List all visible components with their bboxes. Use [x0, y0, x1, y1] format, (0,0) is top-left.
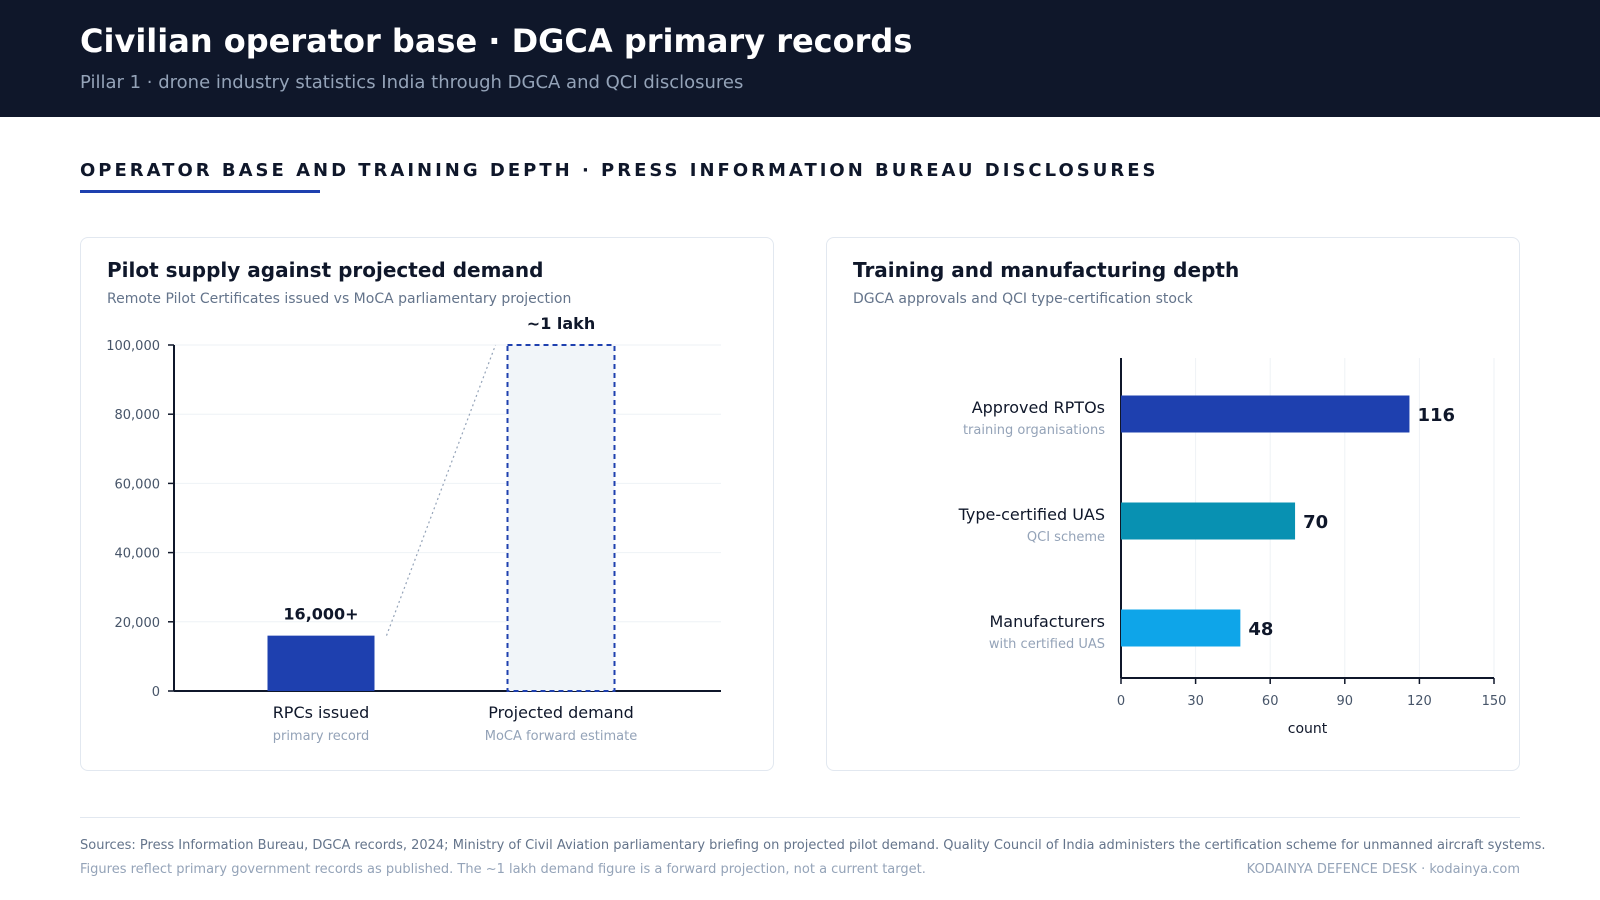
bar-manufacturers — [1121, 609, 1241, 647]
page-subtitle: Pillar 1 · drone industry statistics Ind… — [80, 72, 744, 93]
x-axis-label: count — [1288, 721, 1328, 737]
x-tick-note: primary record — [273, 729, 370, 744]
y-tick-note: QCI scheme — [1027, 530, 1105, 545]
data-label-type-certified-uas: 70 — [1303, 512, 1328, 533]
training-depth-chart: 0 30 60 90 120 150 count 116 Approved RPTOs train… — [958, 358, 1507, 737]
page-header: Civilian operator base · DGCA primary re… — [0, 0, 1600, 117]
pilot-supply-card: Pilot supply against projected demand Re… — [80, 237, 774, 771]
page-title: Civilian operator base · DGCA primary re… — [80, 22, 913, 60]
bar-approved-rptos — [1121, 395, 1410, 433]
y-tick-label: 0 — [152, 685, 160, 700]
y-tick-label: Approved RPTOs — [972, 398, 1105, 417]
x-tick-label: 0 — [1117, 694, 1125, 709]
y-tick-label: Type-certified UAS — [958, 505, 1105, 524]
data-label-rpcs-issued: 16,000+ — [283, 605, 358, 624]
training-chart-title: Training and manufacturing depth — [853, 258, 1240, 282]
section-title: OPERATOR BASE AND TRAINING DEPTH · PRESS… — [80, 160, 1159, 181]
x-tick-label: 90 — [1337, 694, 1354, 709]
y-tick-label: 20,000 — [115, 616, 161, 631]
y-tick-note: with certified UAS — [989, 637, 1105, 652]
data-label-manufacturers: 48 — [1248, 619, 1273, 640]
projection-connector — [385, 344, 497, 636]
bar-rpcs-issued — [267, 635, 375, 691]
x-tick-label: Projected demand — [488, 703, 634, 722]
x-tick-label: 120 — [1407, 694, 1432, 709]
section-underline — [80, 190, 320, 193]
training-depth-card: Training and manufacturing depth DGCA ap… — [826, 237, 1520, 771]
pilot-chart-title: Pilot supply against projected demand — [107, 258, 544, 282]
y-tick-label: 100,000 — [106, 339, 160, 354]
y-tick-label: 60,000 — [115, 477, 161, 492]
y-tick-label: 80,000 — [115, 408, 161, 423]
bar-projected-demand — [506, 344, 616, 692]
footer-sources: Sources: Press Information Bureau, DGCA … — [80, 838, 1546, 853]
pilot-chart-subtitle: Remote Pilot Certificates issued vs MoCA… — [107, 291, 572, 307]
training-chart-subtitle: DGCA approvals and QCI type-certificatio… — [853, 291, 1193, 307]
x-tick-note: MoCA forward estimate — [485, 729, 637, 744]
y-tick-note: training organisations — [963, 423, 1105, 438]
x-tick-label: 150 — [1482, 694, 1507, 709]
y-tick-label: Manufacturers — [989, 612, 1105, 631]
x-tick-label: 60 — [1262, 694, 1279, 709]
footer-divider — [80, 817, 1520, 818]
x-tick-label: 30 — [1187, 694, 1204, 709]
y-tick-label: 40,000 — [115, 547, 161, 562]
footer-brand: KODAINYA DEFENCE DESK · kodainya.com — [1246, 862, 1520, 877]
data-label-projected-demand: ~1 lakh — [527, 314, 595, 333]
x-tick-label: RPCs issued — [273, 703, 370, 722]
footer-note: Figures reflect primary government recor… — [80, 862, 926, 877]
bar-type-certified-uas — [1121, 502, 1296, 540]
pilot-supply-chart: 0 20,000 40,000 60,000 80,000 100,000 16,000+ ~… — [106, 314, 721, 744]
data-label-approved-rptos: 116 — [1417, 405, 1455, 426]
